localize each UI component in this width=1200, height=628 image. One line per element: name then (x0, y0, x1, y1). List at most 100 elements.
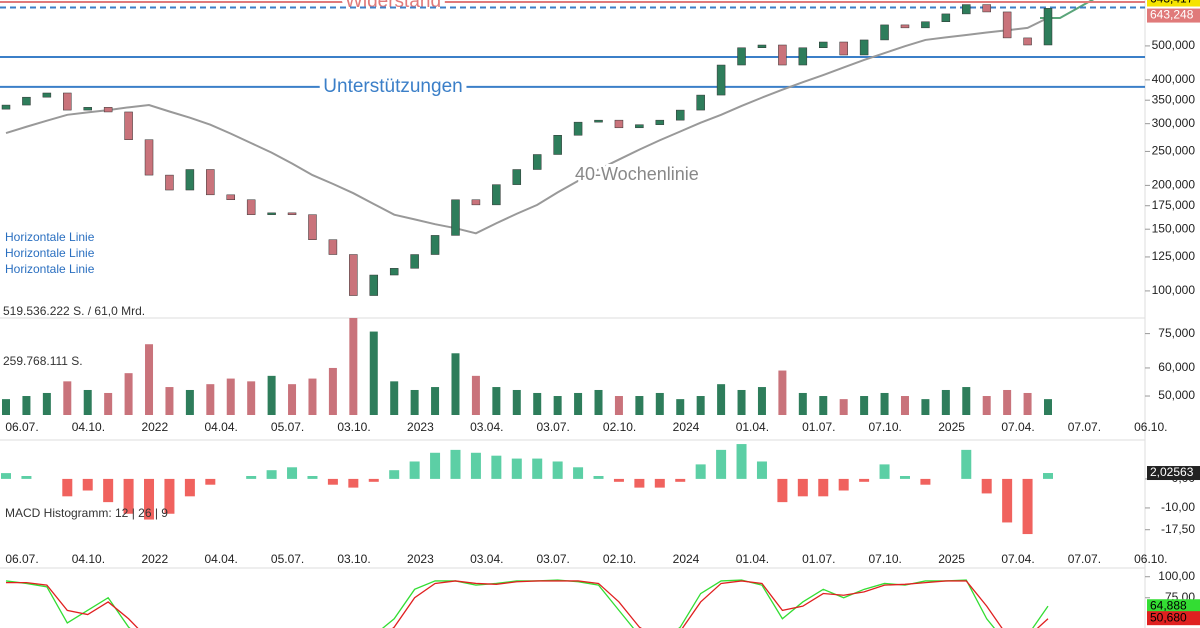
macd-bar (879, 464, 890, 479)
macd-name: MACD Histogramm: 12 | 26 | 9 (5, 506, 168, 520)
macd-bar (511, 458, 522, 479)
macd-bar (430, 452, 441, 479)
volume-bar (635, 396, 644, 415)
macd-bar (103, 478, 114, 503)
macd-bar (920, 478, 931, 485)
candle (165, 174, 174, 191)
price-tag (1147, 8, 1200, 23)
x-tick-label: 07.04. (1001, 420, 1034, 434)
stoch-panel (5, 579, 1049, 628)
volume-bar (778, 370, 787, 415)
candle (655, 119, 665, 125)
macd-bar (1022, 478, 1033, 535)
x-tick-label: 03.10. (337, 420, 370, 434)
macd-bar (736, 444, 747, 479)
y-tick-label: 100,000 (1152, 283, 1196, 297)
x-tick-label: 2024 (673, 420, 700, 434)
candle (982, 4, 991, 13)
x-tick-label: 05.07. (271, 420, 304, 434)
macd-bar (389, 470, 400, 479)
volume-bar (737, 389, 746, 415)
candle (1043, 8, 1053, 46)
volume-bar (42, 392, 51, 415)
macd-bar (1, 473, 11, 479)
y-tick-label: 400,000 (1152, 72, 1196, 86)
volume-bar (1003, 389, 1012, 415)
x-tick-label: 03.10. (337, 552, 370, 566)
x-tick-label: 04.04. (205, 420, 238, 434)
candle (737, 47, 746, 66)
volume-bar (390, 381, 399, 415)
x-tick-label: 2023 (407, 420, 434, 434)
macd-bar (1043, 473, 1053, 479)
y-tick-label: 100,00 (1158, 569, 1195, 583)
candle (859, 39, 869, 56)
x-tick-label: 01.07. (802, 420, 835, 434)
candle (819, 41, 828, 48)
macd-bar (634, 478, 645, 488)
level-label: Unterstützungen (323, 76, 462, 97)
candle (492, 184, 501, 206)
candle (778, 44, 787, 66)
x-tick-label: 07.10. (869, 420, 902, 434)
volume-bar (185, 389, 194, 415)
volume-bar (145, 344, 154, 415)
volume-bar (798, 392, 807, 415)
macd-bar (777, 478, 788, 503)
x-tick-label: 2025 (938, 552, 965, 566)
candle (614, 119, 624, 129)
x-tick-label: 03.04. (470, 420, 503, 434)
volume-bar (880, 392, 889, 415)
macd-bar (797, 478, 808, 497)
macd-bar (62, 478, 73, 497)
x-tick-label: 07.04. (1001, 552, 1034, 566)
candle (206, 169, 215, 196)
macd-bar (205, 478, 216, 485)
volume-bar (451, 353, 460, 415)
volume-bar (1044, 399, 1052, 415)
price-tag-label: 643,248 (1150, 8, 1194, 22)
x-tick-label: 01.04. (736, 552, 769, 566)
x-tick-label: 01.07. (802, 552, 835, 566)
volume-bar (533, 392, 542, 415)
candle (308, 214, 317, 240)
volume-bar (574, 392, 583, 415)
macd-bar (287, 467, 298, 479)
stoch-tag (1147, 599, 1200, 614)
x-tick-label: 03.07. (537, 552, 570, 566)
macd-bar (144, 478, 155, 520)
macd-bar (654, 478, 665, 488)
macd-bar (695, 464, 706, 479)
candle (573, 121, 583, 136)
macd-tag (1147, 466, 1200, 481)
macd-bar (552, 461, 563, 479)
macd-bar (593, 476, 604, 479)
volume-bar (63, 381, 72, 415)
macd-bar (184, 478, 195, 497)
macd-bar (818, 478, 829, 497)
candle (42, 92, 52, 98)
macd-bar (21, 476, 32, 479)
x-tick-label: 06.07. (5, 552, 38, 566)
stoch-tag-label: 64,888 (1150, 598, 1187, 612)
candle (921, 21, 930, 29)
macd-bar (266, 470, 277, 479)
candle (144, 139, 154, 176)
y-tick-label: 500,000 (1152, 38, 1196, 52)
volume-bar (247, 381, 256, 415)
volume-annotation: 259.768.111 S. (3, 354, 83, 368)
legend-entry: Horizontale Linie (5, 246, 95, 260)
macd-bar (123, 478, 134, 514)
y-tick-label: 75,000 (1158, 326, 1195, 340)
volume-bar (288, 384, 297, 415)
candle (1, 104, 11, 110)
volume-bar (124, 373, 133, 415)
macd-bar (573, 467, 584, 479)
volume-bar (900, 396, 909, 415)
x-tick-label: 02.10. (603, 552, 636, 566)
candle (675, 109, 685, 121)
volume-bar (553, 396, 562, 415)
price-panel: Widerstand Unterstützungen (0, 0, 1145, 296)
volume-bar (471, 375, 480, 415)
stoch-line (6, 580, 1049, 628)
